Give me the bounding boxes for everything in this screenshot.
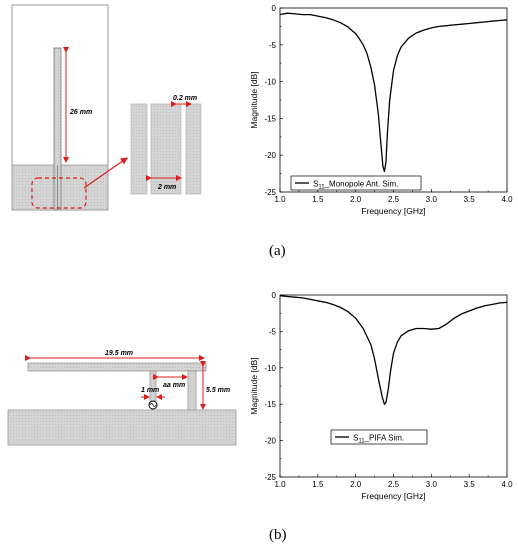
monopole-antenna-diagram: 26 mm 0.2 mm 2 mm bbox=[11, 4, 202, 211]
legend-box bbox=[330, 429, 428, 445]
x-tick-label: 4.0 bbox=[501, 480, 513, 489]
x-axis-label: Frequency [GHz] bbox=[361, 491, 425, 501]
x-tick-label: 4.0 bbox=[501, 195, 513, 204]
zoom-arrow bbox=[83, 157, 128, 189]
caption-a: (a) bbox=[269, 243, 286, 259]
pifa-top-arm bbox=[27, 362, 207, 372]
y-tick-label: -25 bbox=[264, 473, 276, 482]
series-line-s11 bbox=[279, 12, 508, 173]
y-tick-label: -15 bbox=[264, 400, 276, 409]
legend-label: S11_Monopole Ant. Sim. bbox=[313, 180, 398, 191]
y-tick-label: -20 bbox=[264, 151, 276, 160]
legend-box bbox=[290, 175, 422, 191]
x-tick-label: 1.0 bbox=[274, 480, 286, 489]
x-tick-label: 1.5 bbox=[312, 195, 324, 204]
top-label: 19.5 mm bbox=[105, 350, 133, 357]
series-line-s11 bbox=[279, 295, 508, 405]
width-label: 2 mm bbox=[157, 184, 176, 191]
y-tick-label: -5 bbox=[269, 41, 277, 50]
y-tick-label: -10 bbox=[264, 78, 276, 87]
height-label: 5.5 mm bbox=[206, 387, 230, 394]
x-tick-label: 3.0 bbox=[426, 480, 438, 489]
x-tick-label: 2.5 bbox=[388, 195, 400, 204]
gap-label: 0.2 mm bbox=[173, 95, 197, 102]
y-tick-label: 0 bbox=[272, 4, 277, 13]
y-tick-label: -15 bbox=[264, 114, 276, 123]
y-tick-label: 0 bbox=[272, 291, 277, 300]
feed-label: 1 mm bbox=[141, 387, 159, 394]
length-label: 26 mm bbox=[69, 109, 92, 116]
feed-highlight bbox=[31, 177, 87, 209]
ground-plane bbox=[7, 409, 237, 446]
x-tick-label: 3.0 bbox=[426, 195, 438, 204]
x-tick-label: 2.5 bbox=[388, 480, 400, 489]
x-tick-label: 2.0 bbox=[350, 480, 362, 489]
s11-chart-pifa: 1.0 1.5 2.0 2.5 3.0 3.5 4.0 0 -5 -10 -15 -20 -25 Freq… bbox=[249, 291, 513, 501]
caption-b: (b) bbox=[269, 527, 287, 543]
x-tick-label: 1.0 bbox=[274, 195, 286, 204]
pifa-short-pin bbox=[187, 370, 197, 411]
aa-label: aa mm bbox=[163, 382, 185, 389]
y-tick-label: -20 bbox=[264, 437, 276, 446]
pifa-antenna-diagram: 19.5 mm 5.5 mm aa mm 1 mm bbox=[7, 350, 237, 446]
zoom-detail bbox=[130, 103, 202, 195]
plot-frame bbox=[279, 294, 508, 478]
y-axis-label: Magnitude [dB] bbox=[249, 71, 259, 128]
y-tick-label: -5 bbox=[269, 327, 277, 336]
x-tick-label: 3.5 bbox=[464, 480, 476, 489]
y-tick-label: -10 bbox=[264, 364, 276, 373]
x-tick-label: 2.0 bbox=[350, 195, 362, 204]
x-tick-label: 3.5 bbox=[464, 195, 476, 204]
legend-label: S11_PIFA Sim. bbox=[353, 434, 404, 445]
y-axis-label: Magnitude [dB] bbox=[249, 357, 259, 414]
plot-frame bbox=[279, 7, 508, 193]
y-tick-label: -25 bbox=[264, 188, 276, 197]
s11-chart-monopole: 1.0 1.5 2.0 2.5 3.0 3.5 4.0 0 -5 -10 -15 -20 -25 Freq… bbox=[249, 4, 513, 216]
x-tick-label: 1.5 bbox=[312, 480, 324, 489]
x-axis-label: Frequency [GHz] bbox=[361, 206, 425, 216]
